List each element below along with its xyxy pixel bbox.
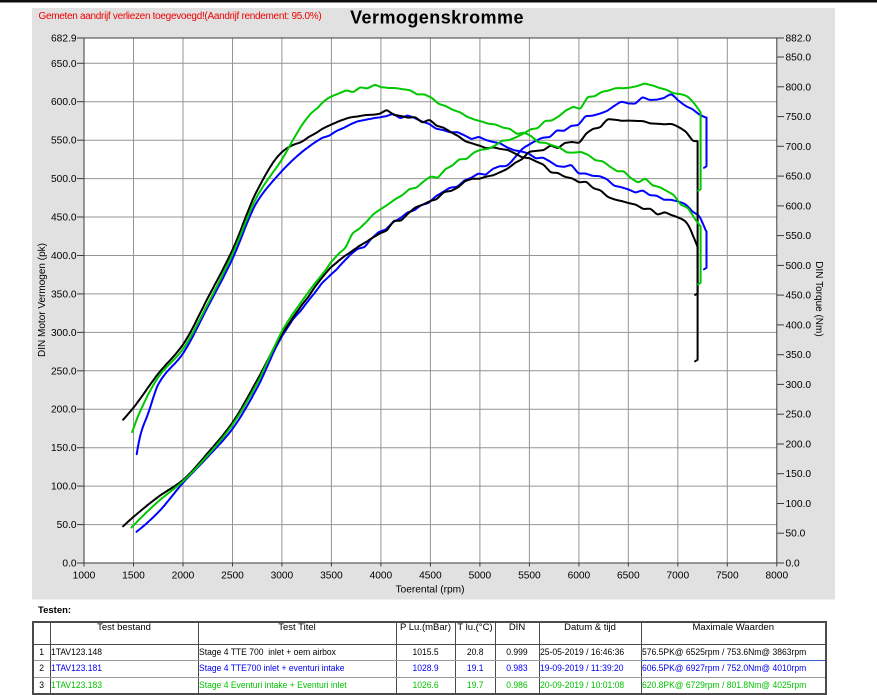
svg-text:550.0: 550.0: [51, 136, 77, 147]
svg-text:800.0: 800.0: [786, 82, 812, 93]
svg-text:600.0: 600.0: [786, 201, 812, 212]
svg-text:5500: 5500: [518, 571, 541, 582]
svg-text:DIN Torque (Nm): DIN Torque (Nm): [813, 261, 824, 336]
svg-text:850.0: 850.0: [786, 53, 812, 64]
svg-text:Vermogenskromme: Vermogenskromme: [350, 8, 524, 28]
svg-text:350.0: 350.0: [51, 289, 77, 300]
svg-text:150.0: 150.0: [51, 443, 77, 454]
svg-text:50.0: 50.0: [57, 520, 77, 531]
svg-text:200.0: 200.0: [786, 440, 812, 451]
svg-text:650.0: 650.0: [786, 172, 812, 183]
svg-text:0.0: 0.0: [786, 559, 800, 570]
svg-text:200.0: 200.0: [51, 405, 77, 416]
svg-text:300.0: 300.0: [786, 380, 812, 391]
svg-text:6500: 6500: [617, 571, 640, 582]
svg-text:500.0: 500.0: [786, 261, 812, 272]
svg-text:250.0: 250.0: [786, 410, 812, 421]
svg-text:7500: 7500: [716, 571, 739, 582]
svg-text:450.0: 450.0: [51, 213, 77, 224]
svg-text:882.0: 882.0: [786, 34, 812, 45]
svg-text:3000: 3000: [271, 571, 294, 582]
svg-text:650.0: 650.0: [51, 59, 77, 70]
svg-text:8000: 8000: [765, 571, 788, 582]
svg-text:400.0: 400.0: [51, 251, 77, 262]
svg-text:350.0: 350.0: [786, 350, 812, 361]
svg-text:5000: 5000: [469, 571, 492, 582]
svg-text:750.0: 750.0: [786, 112, 812, 123]
svg-text:1000: 1000: [73, 571, 96, 582]
svg-text:100.0: 100.0: [786, 499, 812, 510]
svg-text:Toerental (rpm): Toerental (rpm): [395, 585, 464, 596]
svg-text:7000: 7000: [666, 571, 689, 582]
svg-text:DIN Motor Vermogen (pk): DIN Motor Vermogen (pk): [37, 243, 48, 357]
svg-text:300.0: 300.0: [51, 328, 77, 339]
svg-text:4500: 4500: [419, 571, 442, 582]
svg-text:450.0: 450.0: [786, 291, 812, 302]
svg-text:1500: 1500: [122, 571, 145, 582]
svg-text:682.9: 682.9: [51, 34, 77, 45]
svg-text:6000: 6000: [568, 571, 591, 582]
svg-text:Gemeten aandrijf verliezen toe: Gemeten aandrijf verliezen toegevoegd!(A…: [39, 11, 322, 22]
svg-text:2000: 2000: [172, 571, 195, 582]
svg-text:550.0: 550.0: [786, 231, 812, 242]
svg-text:3500: 3500: [320, 571, 343, 582]
svg-text:700.0: 700.0: [786, 142, 812, 153]
svg-text:250.0: 250.0: [51, 366, 77, 377]
svg-text:500.0: 500.0: [51, 174, 77, 185]
svg-text:400.0: 400.0: [786, 320, 812, 331]
svg-text:0.0: 0.0: [62, 559, 76, 570]
svg-text:100.0: 100.0: [51, 482, 77, 493]
svg-text:2500: 2500: [221, 571, 244, 582]
svg-text:600.0: 600.0: [51, 97, 77, 108]
svg-text:50.0: 50.0: [786, 529, 806, 540]
svg-text:150.0: 150.0: [786, 469, 812, 480]
svg-text:4000: 4000: [370, 571, 393, 582]
